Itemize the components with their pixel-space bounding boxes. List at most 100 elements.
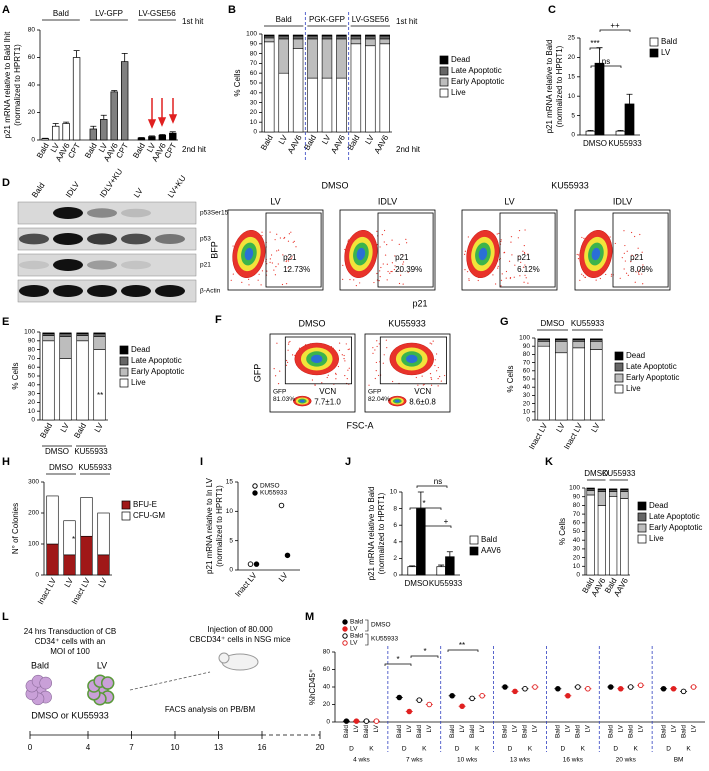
error-bar: [121, 52, 128, 62]
y-tick-label: 15: [226, 479, 234, 486]
gate-label: p21: [283, 253, 297, 262]
flow-event: [274, 239, 276, 241]
flow-event: [635, 271, 637, 273]
flow-event: [498, 232, 500, 235]
group-label: DMSO: [45, 447, 69, 456]
legend-marker: [252, 483, 258, 489]
timeline-label: 10: [171, 743, 180, 752]
x-tick-label: Inact LV: [527, 421, 550, 451]
treatment-label: K: [686, 746, 691, 753]
x-tick-label: Inact LV: [233, 570, 259, 598]
flow-event: [372, 352, 374, 354]
gate-percent: 6.12%: [517, 265, 540, 274]
legend-swatch: [119, 367, 129, 377]
legend-swatch: [121, 500, 131, 510]
arrow-head: [168, 114, 178, 124]
annotation: ***: [590, 39, 599, 48]
x-sub-label: Bald: [416, 725, 423, 738]
y-tick-label: 60: [523, 368, 531, 375]
y-tick-label: 70: [28, 355, 36, 362]
flow-event: [287, 240, 290, 242]
vcn-label: VCN: [414, 387, 431, 396]
vcn-label: VCN: [319, 387, 336, 396]
bar-segment: [46, 543, 59, 576]
flow-event: [338, 349, 341, 351]
x-sub-label: LV: [585, 724, 592, 732]
flow-event: [390, 270, 392, 273]
flow-event: [518, 229, 521, 232]
flow-event: [625, 272, 628, 274]
panel-letter: C: [548, 4, 556, 16]
legend-swatch: [649, 48, 659, 58]
flow-event: [631, 231, 633, 234]
error-bar: [52, 123, 59, 127]
y-tick-label: 5: [571, 112, 575, 119]
flow-event: [298, 347, 301, 349]
y-tick-label: 90: [573, 493, 581, 500]
flow-event: [464, 269, 466, 271]
legend-swatch: [637, 512, 647, 522]
bar-segment: [93, 333, 106, 337]
flow-event: [405, 238, 407, 240]
x-sub-label: LV: [532, 724, 539, 732]
flow-event: [524, 229, 526, 231]
y-tick-label: 0: [571, 132, 575, 139]
flow-event: [335, 378, 337, 380]
x-sub-label: LV: [512, 724, 519, 732]
legend-marker: [342, 626, 348, 632]
treatment-label: D: [561, 746, 566, 753]
x-tick-label: LV: [59, 421, 72, 434]
bar-segment: [321, 77, 333, 133]
flow-event: [257, 279, 259, 281]
annotation: 1st hit: [396, 17, 418, 26]
blot-band: [155, 285, 185, 297]
bar-segment: [278, 38, 289, 74]
flow-event: [634, 235, 636, 238]
bar-segment: [336, 77, 347, 133]
error-bar: [446, 551, 453, 557]
bar: [72, 57, 81, 141]
flow-event: [503, 251, 506, 253]
y-tick-label: 80: [28, 27, 36, 34]
x-tick-label: LV: [277, 570, 290, 583]
flow-event: [344, 360, 346, 362]
flow-event: [576, 253, 578, 256]
group-label: LV-GSE56: [138, 9, 176, 18]
flow-event: [417, 384, 419, 386]
bar-segment: [80, 535, 93, 576]
x-tick-label: 20 wks: [616, 757, 637, 764]
flow-event: [273, 368, 275, 370]
bar-segment: [586, 494, 595, 576]
significance-bracket: [589, 47, 601, 50]
flow-event: [519, 275, 521, 277]
blot-row-label: p53: [200, 236, 211, 243]
bar-segment: [589, 340, 603, 350]
annotation: *: [72, 535, 75, 544]
timeline-label: 13: [214, 743, 223, 752]
y-tick-label: 300: [28, 479, 39, 486]
bar-segment: [59, 333, 72, 337]
point: [373, 718, 380, 724]
bar-segment: [307, 77, 318, 133]
y-tick-label: 15: [568, 74, 576, 81]
treatment-label: K: [369, 746, 374, 753]
legend-label: Early Apoptotic: [649, 523, 702, 532]
legend-label: Early Apoptotic: [131, 367, 184, 376]
flow-event: [500, 240, 502, 243]
flow-event: [436, 370, 438, 372]
bar-segment: [365, 45, 376, 133]
point: [479, 693, 485, 699]
x-tick-label: Bald: [35, 142, 51, 160]
flow-event: [624, 244, 626, 247]
x-tick-label: 10 wks: [457, 757, 478, 764]
legend-marker: [342, 619, 348, 625]
point: [585, 686, 591, 692]
legend-swatch: [614, 351, 624, 361]
point: [607, 684, 614, 690]
plot-title: LV: [504, 196, 514, 206]
flow-event: [623, 230, 625, 232]
flow-event: [379, 270, 381, 272]
x-sub-label: LV: [459, 724, 466, 732]
flow-event: [577, 258, 580, 260]
